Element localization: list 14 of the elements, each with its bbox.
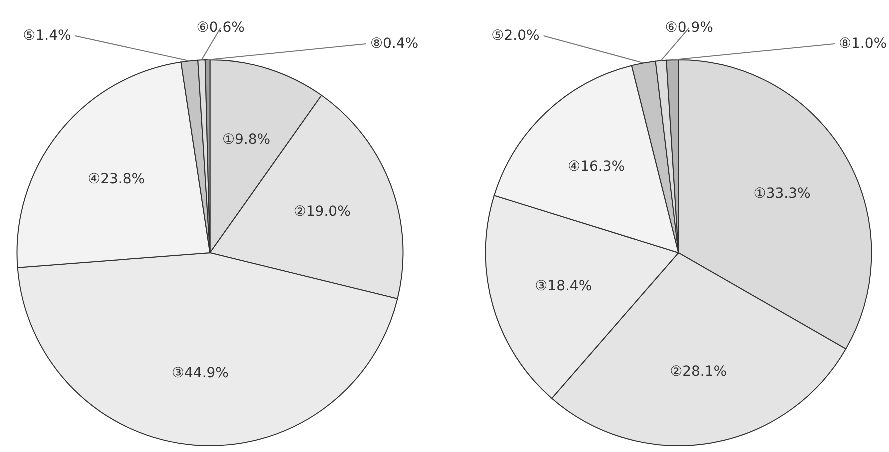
- slice-label: ①9.8%: [222, 132, 271, 148]
- slice-label: ⑤1.4%: [23, 28, 72, 44]
- slice-label: ④16.3%: [568, 159, 626, 176]
- slice-label: ⑥0.6%: [196, 20, 245, 36]
- slice-label: ⑧1.0%: [838, 36, 888, 52]
- slice-label: ③18.4%: [535, 278, 592, 295]
- slice-label: ②28.1%: [670, 364, 728, 380]
- slice-label: ⑤2.0%: [492, 28, 540, 44]
- slice-label: ①33.3%: [754, 186, 811, 202]
- slice-label: ②19.0%: [294, 204, 351, 220]
- slice-label: ④23.8%: [88, 172, 146, 188]
- slice-label: ③44.9%: [172, 365, 229, 382]
- slice-label: ⑧0.4%: [370, 36, 419, 52]
- slice-label: ⑥0.9%: [665, 20, 714, 36]
